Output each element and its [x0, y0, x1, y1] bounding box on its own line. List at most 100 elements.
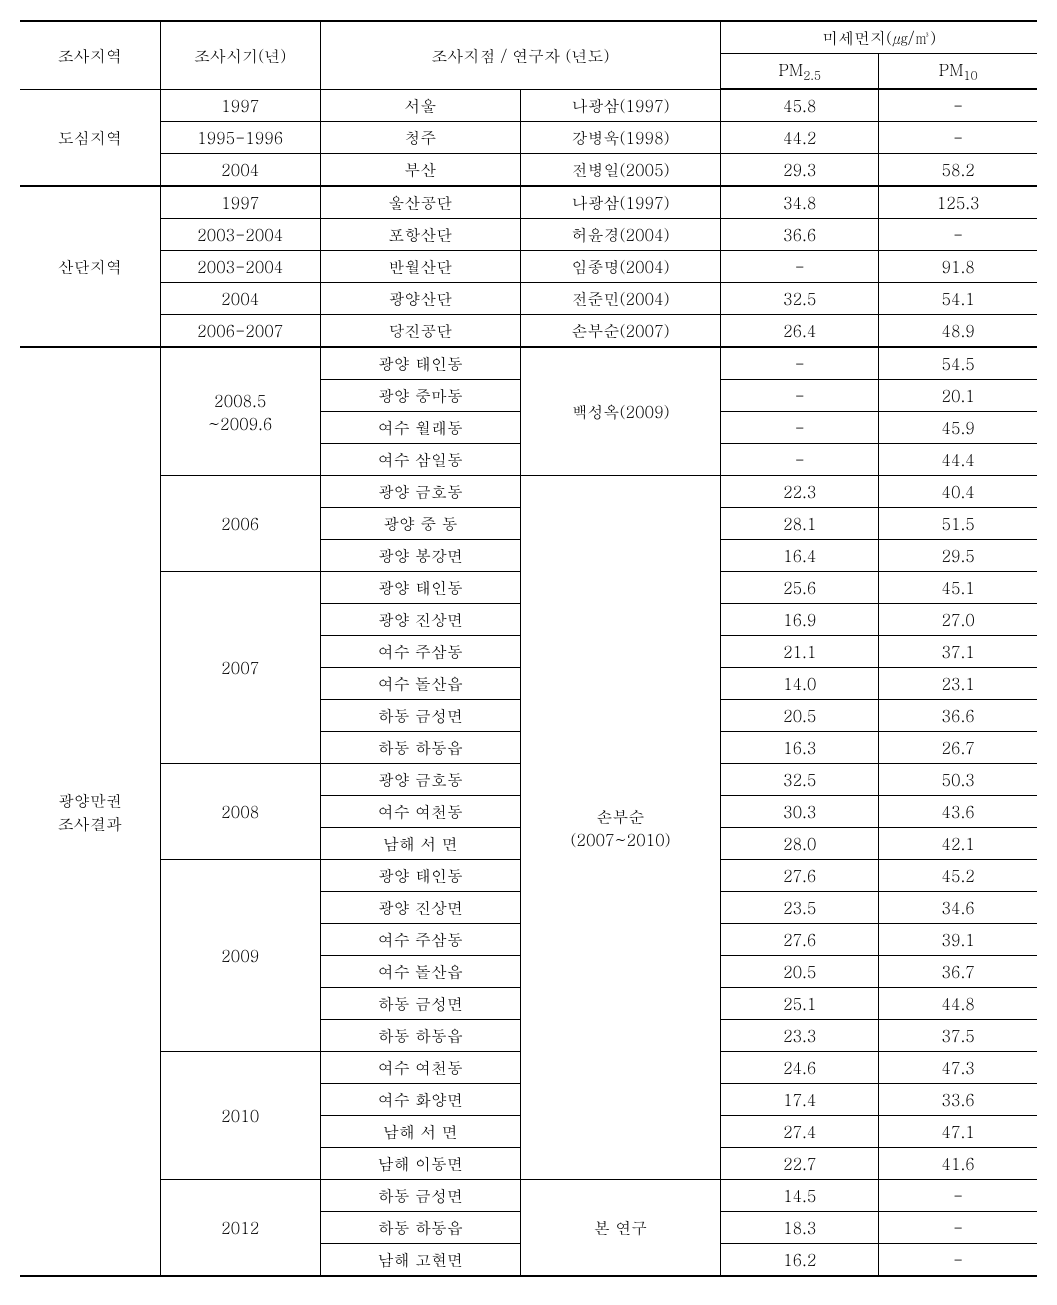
location-cell: 여수 월래동 — [320, 412, 520, 444]
pm25-cell: 32.5 — [721, 764, 879, 796]
location-cell: 남해 서 면 — [320, 828, 520, 860]
pm25-cell: 22.7 — [721, 1148, 879, 1180]
period-cell: 2004 — [160, 283, 320, 315]
pm10-cell: 27.0 — [879, 604, 1037, 636]
pm10-cell: 45.9 — [879, 412, 1037, 444]
location-cell: 여수 여천동 — [320, 1052, 520, 1084]
researcher-cell: 백성옥(2009) — [520, 347, 720, 476]
location-cell: 하동 금성면 — [320, 700, 520, 732]
location-cell: 청주 — [320, 122, 520, 154]
pm25-cell: 25.1 — [721, 988, 879, 1020]
location-cell: 광양 중 동 — [320, 508, 520, 540]
pm25-cell: 26.4 — [721, 315, 879, 348]
pm25-cell: - — [721, 444, 879, 476]
pm25-cell: 27.4 — [721, 1116, 879, 1148]
location-cell: 반월산단 — [320, 251, 520, 283]
th-pm-group: 미세먼지(㎍/㎥) — [721, 21, 1037, 54]
period-cell: 2008 — [160, 764, 320, 860]
location-cell: 광양 진상면 — [320, 604, 520, 636]
period-cell: 2004 — [160, 154, 320, 187]
pm25-cell: 16.9 — [721, 604, 879, 636]
pm10-cell: - — [879, 122, 1037, 154]
pm10-cell: 47.1 — [879, 1116, 1037, 1148]
pm25-cell: 36.6 — [721, 219, 879, 251]
pm25-cell: 32.5 — [721, 283, 879, 315]
pm25-cell: 28.0 — [721, 828, 879, 860]
pm10-cell: 50.3 — [879, 764, 1037, 796]
location-cell: 여수 주삼동 — [320, 924, 520, 956]
pm10-cell: - — [879, 1212, 1037, 1244]
location-cell: 여수 돌산읍 — [320, 668, 520, 700]
pm10-cell: 36.6 — [879, 700, 1037, 732]
pm10-cell: - — [879, 1180, 1037, 1212]
pm25-cell: 23.3 — [721, 1020, 879, 1052]
pm10-cell: 54.1 — [879, 283, 1037, 315]
location-cell: 여수 여천동 — [320, 796, 520, 828]
location-cell: 광양 진상면 — [320, 892, 520, 924]
pm-comparison-table: 조사지역 조사시기(년) 조사지점 / 연구자 (년도) 미세먼지(㎍/㎥) P… — [20, 20, 1037, 1277]
location-cell: 광양 태인동 — [320, 347, 520, 380]
th-period: 조사시기(년) — [160, 21, 320, 89]
researcher-cell: 전병일(2005) — [520, 154, 720, 187]
location-cell: 남해 서 면 — [320, 1116, 520, 1148]
location-cell: 포항산단 — [320, 219, 520, 251]
period-cell: 1997 — [160, 89, 320, 122]
pm25-cell: 14.5 — [721, 1180, 879, 1212]
th-region: 조사지역 — [20, 21, 160, 89]
researcher-cell: 손부순(2007) — [520, 315, 720, 348]
pm25-cell: - — [721, 347, 879, 380]
location-cell: 광양 금호동 — [320, 764, 520, 796]
location-cell: 하동 하동읍 — [320, 1020, 520, 1052]
location-cell: 하동 금성면 — [320, 1180, 520, 1212]
location-cell: 남해 이동면 — [320, 1148, 520, 1180]
location-cell: 여수 삼일동 — [320, 444, 520, 476]
period-cell: 2006-2007 — [160, 315, 320, 348]
location-cell: 하동 금성면 — [320, 988, 520, 1020]
region-cell: 산단지역 — [20, 186, 160, 347]
pm25-cell: 24.6 — [721, 1052, 879, 1084]
location-cell: 당진공단 — [320, 315, 520, 348]
pm10-cell: 23.1 — [879, 668, 1037, 700]
pm25-cell: 18.3 — [721, 1212, 879, 1244]
location-cell: 광양 봉강면 — [320, 540, 520, 572]
location-cell: 하동 하동읍 — [320, 732, 520, 764]
pm25-cell: 16.3 — [721, 732, 879, 764]
period-cell: 2007 — [160, 572, 320, 764]
pm10-cell: 58.2 — [879, 154, 1037, 187]
region-cell: 도심지역 — [20, 89, 160, 186]
location-cell: 서울 — [320, 89, 520, 122]
th-pm10: PM10 — [879, 54, 1037, 90]
pm10-cell: 26.7 — [879, 732, 1037, 764]
pm10-cell: - — [879, 219, 1037, 251]
pm25-cell: 16.4 — [721, 540, 879, 572]
researcher-cell: 전준민(2004) — [520, 283, 720, 315]
th-loc-res: 조사지점 / 연구자 (년도) — [320, 21, 720, 89]
period-cell: 2010 — [160, 1052, 320, 1180]
researcher-cell: 임종명(2004) — [520, 251, 720, 283]
pm25-cell: 23.5 — [721, 892, 879, 924]
pm25-cell: 20.5 — [721, 956, 879, 988]
period-cell: 2012 — [160, 1180, 320, 1277]
pm25-cell: - — [721, 380, 879, 412]
location-cell: 광양 태인동 — [320, 572, 520, 604]
pm25-cell: 34.8 — [721, 186, 879, 219]
pm10-cell: 51.5 — [879, 508, 1037, 540]
location-cell: 광양 금호동 — [320, 476, 520, 508]
location-cell: 하동 하동읍 — [320, 1212, 520, 1244]
period-cell: 2009 — [160, 860, 320, 1052]
pm10-cell: 34.6 — [879, 892, 1037, 924]
pm25-cell: 22.3 — [721, 476, 879, 508]
location-cell: 울산공단 — [320, 186, 520, 219]
period-cell: 2008.5~2009.6 — [160, 347, 320, 476]
location-cell: 여수 화양면 — [320, 1084, 520, 1116]
period-cell: 1997 — [160, 186, 320, 219]
period-cell: 2003-2004 — [160, 219, 320, 251]
pm25-cell: 27.6 — [721, 924, 879, 956]
pm10-cell: 40.4 — [879, 476, 1037, 508]
location-cell: 광양 태인동 — [320, 860, 520, 892]
pm25-cell: 44.2 — [721, 122, 879, 154]
pm10-cell: 39.1 — [879, 924, 1037, 956]
researcher-cell: 본 연구 — [520, 1180, 720, 1277]
pm10-cell: 44.4 — [879, 444, 1037, 476]
location-cell: 여수 주삼동 — [320, 636, 520, 668]
